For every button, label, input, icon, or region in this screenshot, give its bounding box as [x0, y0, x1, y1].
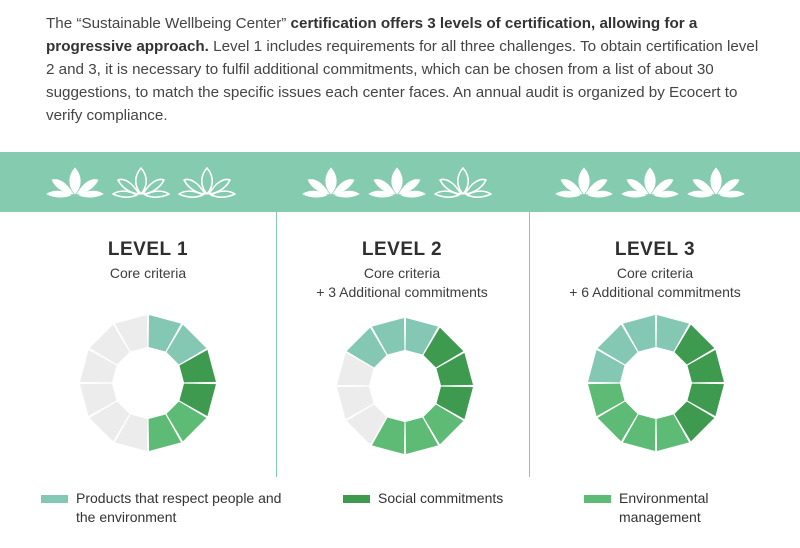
- level-3-ring: [588, 315, 724, 451]
- level-2-line-2: + 3 Additional commitments: [316, 284, 488, 300]
- level-3-line-1: Core criteria: [616, 265, 694, 281]
- ring-segment-empty: [346, 404, 387, 445]
- lotus-icon: [687, 167, 745, 198]
- ring-segment-social: [436, 386, 473, 420]
- legend-item-products: Products that respect people and the env…: [41, 489, 291, 527]
- legend-item-environmental: Environmental management: [584, 489, 734, 527]
- level-3-line-2: + 6 Additional commitments: [569, 284, 741, 300]
- level-3-column: LEVEL 3 Core criteria + 6 Additional com…: [525, 236, 785, 302]
- ring-segment-products: [656, 315, 690, 352]
- ring-segment-empty: [337, 352, 374, 386]
- ring-segment-empty: [337, 386, 374, 420]
- legend-label-environmental: Environmental management: [619, 490, 709, 525]
- level-1-column: LEVEL 1 Core criteria: [18, 236, 278, 283]
- ring-segment-empty: [89, 324, 130, 365]
- ring-segment-products: [148, 315, 182, 352]
- ring-segment-empty: [114, 414, 148, 451]
- intro-paragraph: The “Sustainable Wellbeing Center” certi…: [46, 12, 766, 127]
- lotus-icon: [302, 167, 360, 198]
- lotus-icon: [555, 167, 613, 198]
- ring-segment-environmental: [148, 414, 182, 451]
- column-divider: [529, 152, 530, 477]
- level-2-ring: [337, 318, 473, 454]
- lotus-row-level-3: [553, 152, 747, 212]
- ring-segment-social: [436, 352, 473, 386]
- ring-segment-products: [622, 315, 656, 352]
- ring-segment-products: [405, 318, 439, 355]
- legend-label-social: Social commitments: [378, 490, 504, 506]
- legend-swatch-environmental: [584, 495, 611, 503]
- lotus-icon: [621, 167, 679, 198]
- legend-item-social: Social commitments: [343, 489, 543, 508]
- ring-segment-social: [674, 401, 715, 442]
- ring-segment-environmental: [597, 401, 638, 442]
- ring-segment-environmental: [166, 401, 207, 442]
- legend-swatch-social: [343, 495, 370, 503]
- level-1-title: LEVEL 1: [107, 239, 189, 260]
- level-2-title: LEVEL 2: [361, 239, 443, 260]
- lotus-row-level-2: [300, 152, 494, 212]
- lotus-icon: [368, 167, 426, 198]
- intro-bold: certification offers 3 levels of certifi…: [46, 15, 698, 55]
- ring-segment-empty: [80, 383, 117, 417]
- ring-segment-environmental: [371, 417, 405, 454]
- lotus-icon: [178, 167, 236, 198]
- ring-segment-products: [588, 349, 625, 383]
- lotus-icon: [46, 167, 104, 198]
- level-1-ring: [80, 315, 216, 451]
- level-3-title: LEVEL 3: [614, 239, 696, 260]
- lotus-icon: [112, 167, 170, 198]
- ring-segment-environmental: [588, 383, 625, 417]
- ring-segment-empty: [80, 349, 117, 383]
- ring-segment-environmental: [423, 404, 464, 445]
- ring-segment-empty: [114, 315, 148, 352]
- intro-part-2: Level 1 includes requirements for all th…: [46, 38, 759, 124]
- ring-segment-products: [371, 318, 405, 355]
- level-1-line-1: Core criteria: [109, 265, 187, 281]
- ring-segment-social: [423, 327, 464, 368]
- ring-segment-social: [687, 383, 724, 417]
- legend-swatch-products: [41, 495, 68, 503]
- ring-segment-social: [674, 324, 715, 365]
- ring-segment-environmental: [656, 414, 690, 451]
- ring-segment-social: [179, 349, 216, 383]
- legend-label-products: Products that respect people and the env…: [76, 490, 282, 525]
- column-divider: [276, 152, 277, 477]
- ring-segment-products: [166, 324, 207, 365]
- level-2-line-1: Core criteria: [363, 265, 441, 281]
- intro-part-1: The “Sustainable Wellbeing Center”: [46, 15, 291, 32]
- lotus-row-level-1: [44, 152, 238, 212]
- ring-segment-social: [179, 383, 216, 417]
- ring-segment-environmental: [405, 417, 439, 454]
- ring-segment-products: [597, 324, 638, 365]
- level-2-column: LEVEL 2 Core criteria + 3 Additional com…: [272, 236, 532, 302]
- ring-segment-social: [687, 349, 724, 383]
- ring-segment-products: [346, 327, 387, 368]
- ring-segment-empty: [89, 401, 130, 442]
- ring-segment-environmental: [622, 414, 656, 451]
- lotus-icon: [434, 167, 492, 198]
